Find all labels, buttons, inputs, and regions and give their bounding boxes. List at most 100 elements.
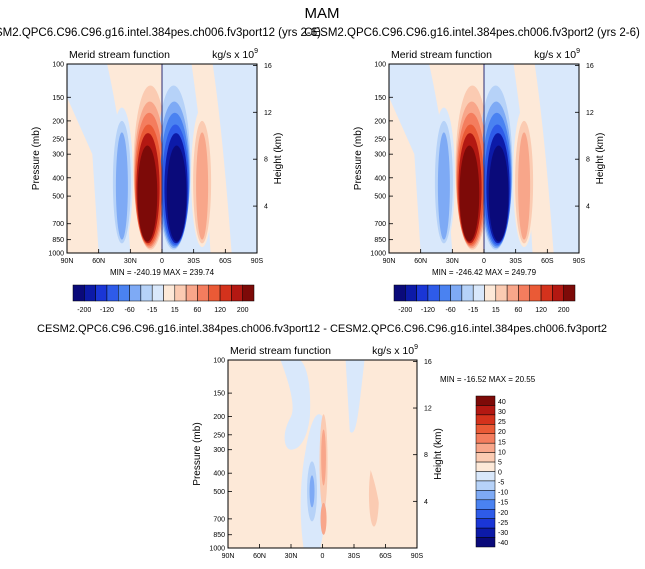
plot-area bbox=[228, 360, 417, 548]
colorbar-label: -120 bbox=[421, 307, 435, 314]
height-tick-label: 12 bbox=[424, 406, 432, 413]
colorbar-label: -15 bbox=[498, 500, 508, 507]
y-tick-label: 150 bbox=[213, 391, 225, 398]
subtitle-right: kg/s x 109 bbox=[534, 48, 580, 61]
panel-title: CESM2.QPC6.C96.C96.g16.intel.384pes.ch00… bbox=[0, 27, 321, 39]
colorbar-swatch bbox=[84, 284, 96, 302]
colorbar-swatch bbox=[185, 284, 198, 302]
colorbar-swatch bbox=[475, 405, 496, 416]
colorbar-swatch bbox=[475, 461, 496, 472]
height-tick-label: 16 bbox=[264, 63, 272, 70]
contour-diff-north-weak-negative bbox=[280, 360, 311, 450]
colorbar-label: 200 bbox=[237, 307, 249, 314]
contour-diff-neg-15 bbox=[309, 475, 315, 508]
colorbar-swatch bbox=[208, 284, 221, 302]
x-tick-label: 0 bbox=[321, 553, 325, 560]
colorbar-swatch bbox=[475, 518, 496, 529]
y-tick-label: 500 bbox=[213, 489, 225, 496]
colorbar-swatch bbox=[219, 284, 232, 302]
y-tick-label: 700 bbox=[374, 221, 386, 228]
contour-south-hadley-200 bbox=[488, 145, 509, 242]
contour-north-hadley-200 bbox=[137, 145, 158, 242]
x-tick-label: 30N bbox=[285, 553, 298, 560]
colorbar-label: 15 bbox=[171, 307, 179, 314]
x-tick-label: 90S bbox=[251, 258, 264, 265]
colorbar-label: -15 bbox=[147, 307, 157, 314]
y-tick-label: 250 bbox=[52, 137, 64, 144]
colorbar-swatch bbox=[475, 490, 496, 501]
height-axis-label: Height (km) bbox=[273, 133, 284, 185]
colorbar-label: -5 bbox=[498, 480, 504, 487]
plot-area bbox=[389, 64, 579, 253]
colorbar-swatch bbox=[506, 284, 519, 302]
colorbar-label: 120 bbox=[214, 307, 226, 314]
colorbar-swatch bbox=[475, 414, 496, 425]
colorbar-swatch bbox=[472, 284, 485, 302]
colorbar-swatch bbox=[475, 527, 496, 538]
colorbar-label: 10 bbox=[498, 449, 506, 456]
y-tick-label: 200 bbox=[52, 118, 64, 125]
plot-area bbox=[67, 64, 257, 253]
colorbar-swatch bbox=[461, 284, 474, 302]
panel-title: CESM2.QPC6.C96.C96.g16.intel.384pes.ch00… bbox=[37, 323, 607, 335]
x-tick-label: 30S bbox=[348, 553, 361, 560]
subtitle-left: Merid stream function bbox=[230, 345, 331, 357]
colorbar-label: 30 bbox=[498, 409, 506, 416]
colorbar-swatch bbox=[231, 284, 243, 302]
x-tick-label: 60N bbox=[92, 258, 105, 265]
panel-model-port12: CESM2.QPC6.C96.C96.g16.intel.384pes.ch00… bbox=[0, 27, 321, 314]
colorbar-label: -15 bbox=[468, 307, 478, 314]
colorbar-swatch bbox=[106, 284, 119, 302]
colorbar: -200 -120 -60 -15 15 60 120 200 bbox=[72, 284, 255, 314]
figure-title: MAM bbox=[305, 5, 340, 22]
colorbar-label: -40 bbox=[498, 540, 508, 547]
colorbar: -200 -120 -60 -15 15 60 120 200 bbox=[393, 284, 576, 314]
colorbar-swatch bbox=[197, 284, 209, 302]
height-tick-label: 12 bbox=[586, 110, 594, 117]
y-tick-label: 200 bbox=[374, 118, 386, 125]
contour-north-ferrel-60 bbox=[115, 132, 128, 240]
height-tick-label: 8 bbox=[264, 157, 268, 164]
colorbar-swatch bbox=[475, 537, 496, 548]
colorbar-swatch bbox=[475, 395, 496, 406]
contour-diff-south-background bbox=[349, 360, 417, 548]
x-tick-label: 90N bbox=[61, 258, 74, 265]
colorbar-label: -60 bbox=[446, 307, 456, 314]
x-tick-label: 90N bbox=[222, 553, 235, 560]
y-tick-label: 500 bbox=[374, 194, 386, 201]
x-tick-label: 0 bbox=[160, 258, 164, 265]
contour-south-hadley-200 bbox=[166, 145, 187, 242]
y-tick-label: 250 bbox=[213, 432, 225, 439]
colorbar-swatch bbox=[475, 433, 496, 444]
subtitle-right: kg/s x 109 bbox=[372, 344, 418, 357]
y-tick-label: 1000 bbox=[209, 546, 225, 553]
min-max-stats: MIN = -246.42 MAX = 249.79 bbox=[432, 268, 537, 277]
height-tick-label: 4 bbox=[586, 204, 590, 211]
x-tick-label: 60S bbox=[541, 258, 554, 265]
colorbar-swatch bbox=[563, 284, 576, 302]
colorbar-swatch bbox=[439, 284, 451, 302]
colorbar-swatch bbox=[416, 284, 429, 302]
colorbar-swatch bbox=[427, 284, 440, 302]
height-axis-label: Height (km) bbox=[433, 428, 444, 480]
min-max-stats: MIN = -240.19 MAX = 239.74 bbox=[110, 268, 215, 277]
x-tick-label: 90S bbox=[573, 258, 586, 265]
contour-diff-pos-15 bbox=[321, 429, 326, 486]
height-tick-label: 8 bbox=[586, 157, 590, 164]
colorbar-swatch bbox=[518, 284, 530, 302]
colorbar-swatch bbox=[484, 284, 497, 302]
colorbar-label: -25 bbox=[498, 520, 508, 527]
x-tick-label: 0 bbox=[482, 258, 486, 265]
colorbar-label: 15 bbox=[498, 439, 506, 446]
colorbar-swatch bbox=[140, 284, 153, 302]
colorbar-label: -20 bbox=[498, 510, 508, 517]
x-tick-label: 60S bbox=[219, 258, 232, 265]
colorbar-label: -10 bbox=[498, 490, 508, 497]
colorbar-swatch bbox=[95, 284, 108, 302]
colorbar-swatch bbox=[72, 284, 85, 302]
height-tick-label: 4 bbox=[264, 204, 268, 211]
y-tick-label: 300 bbox=[213, 447, 225, 454]
colorbar-swatch bbox=[475, 480, 496, 491]
height-tick-label: 16 bbox=[586, 63, 594, 70]
